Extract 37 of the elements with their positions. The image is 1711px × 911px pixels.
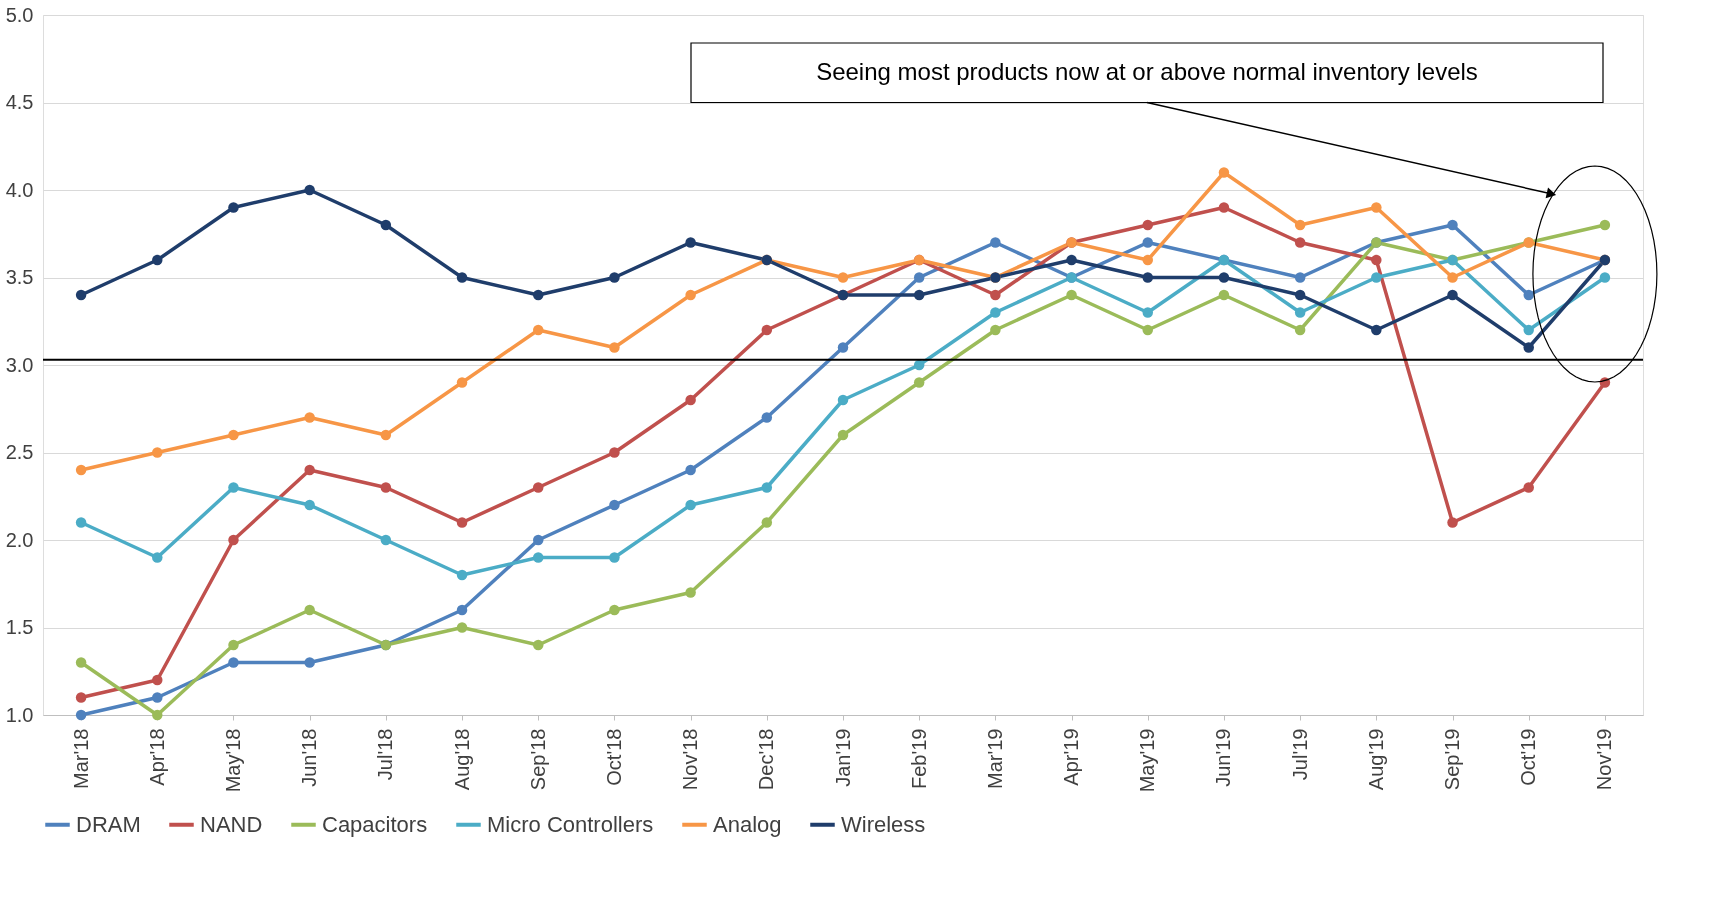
x-tick-label: Sep'19	[1441, 728, 1464, 791]
legend-label: DRAM	[76, 811, 141, 837]
x-tick-label: Dec'18	[755, 728, 778, 791]
x-tick-label: Mar'18	[69, 728, 92, 790]
y-tick-label: 3.5	[5, 266, 34, 288]
x-tick-label: Jul'19	[1288, 728, 1311, 781]
y-tick-label: 1.0	[5, 703, 34, 726]
x-tick-label: Feb'19	[907, 728, 930, 790]
x-tick-label: Nov'19	[1593, 728, 1616, 791]
annotation: Seeing most products now at or above normal inventory levels	[816, 57, 1478, 85]
x-tick-label: Aug'18	[450, 728, 473, 791]
y-tick-label: 5.0	[5, 3, 34, 26]
x-tick-label: Oct'18	[602, 728, 625, 786]
y-tick-label: 2.5	[5, 441, 34, 463]
x-tick-label: Apr'19	[1060, 728, 1083, 786]
x-tick-label: Apr'18	[145, 728, 168, 786]
x-tick-label: Sep'18	[526, 728, 549, 791]
legend-label: Micro Controllers	[487, 811, 654, 837]
x-tick-label: May'18	[221, 728, 244, 793]
legend-label: Analog	[713, 811, 782, 837]
x-tick-label: Jun'19	[1212, 728, 1235, 787]
x-tick-label: Jul'18	[374, 728, 397, 781]
legend-label: Capacitors	[322, 811, 428, 837]
y-tick-label: 4.0	[5, 178, 34, 201]
x-tick-label: Jan'19	[831, 728, 854, 787]
x-tick-label: Aug'19	[1364, 728, 1387, 791]
legend-label: Wireless	[841, 811, 926, 837]
x-tick-label: Oct'19	[1517, 728, 1540, 786]
y-tick-label: 4.5	[5, 91, 34, 113]
y-tick-label: 3.0	[5, 353, 34, 376]
x-tick-label: Nov'18	[679, 728, 702, 791]
y-tick-label: 1.5	[5, 616, 34, 638]
legend-label: NAND	[200, 811, 263, 837]
y-tick-label: 2.0	[5, 528, 34, 551]
x-tick-label: May'19	[1136, 728, 1159, 793]
x-tick-label: Mar'19	[983, 728, 1006, 790]
x-tick-label: Jun'18	[298, 728, 321, 787]
